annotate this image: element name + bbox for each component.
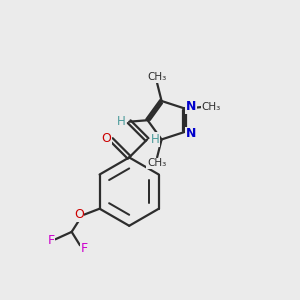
Text: CH₃: CH₃ bbox=[147, 72, 166, 82]
Text: O: O bbox=[101, 132, 111, 145]
Text: CH₃: CH₃ bbox=[147, 158, 166, 168]
Text: O: O bbox=[74, 208, 84, 221]
Text: F: F bbox=[47, 234, 54, 247]
Text: H: H bbox=[116, 115, 125, 128]
Text: N: N bbox=[185, 128, 196, 140]
Text: CH₃: CH₃ bbox=[201, 102, 220, 112]
Text: N: N bbox=[185, 100, 196, 113]
Text: H: H bbox=[151, 133, 160, 146]
Text: F: F bbox=[81, 242, 88, 255]
